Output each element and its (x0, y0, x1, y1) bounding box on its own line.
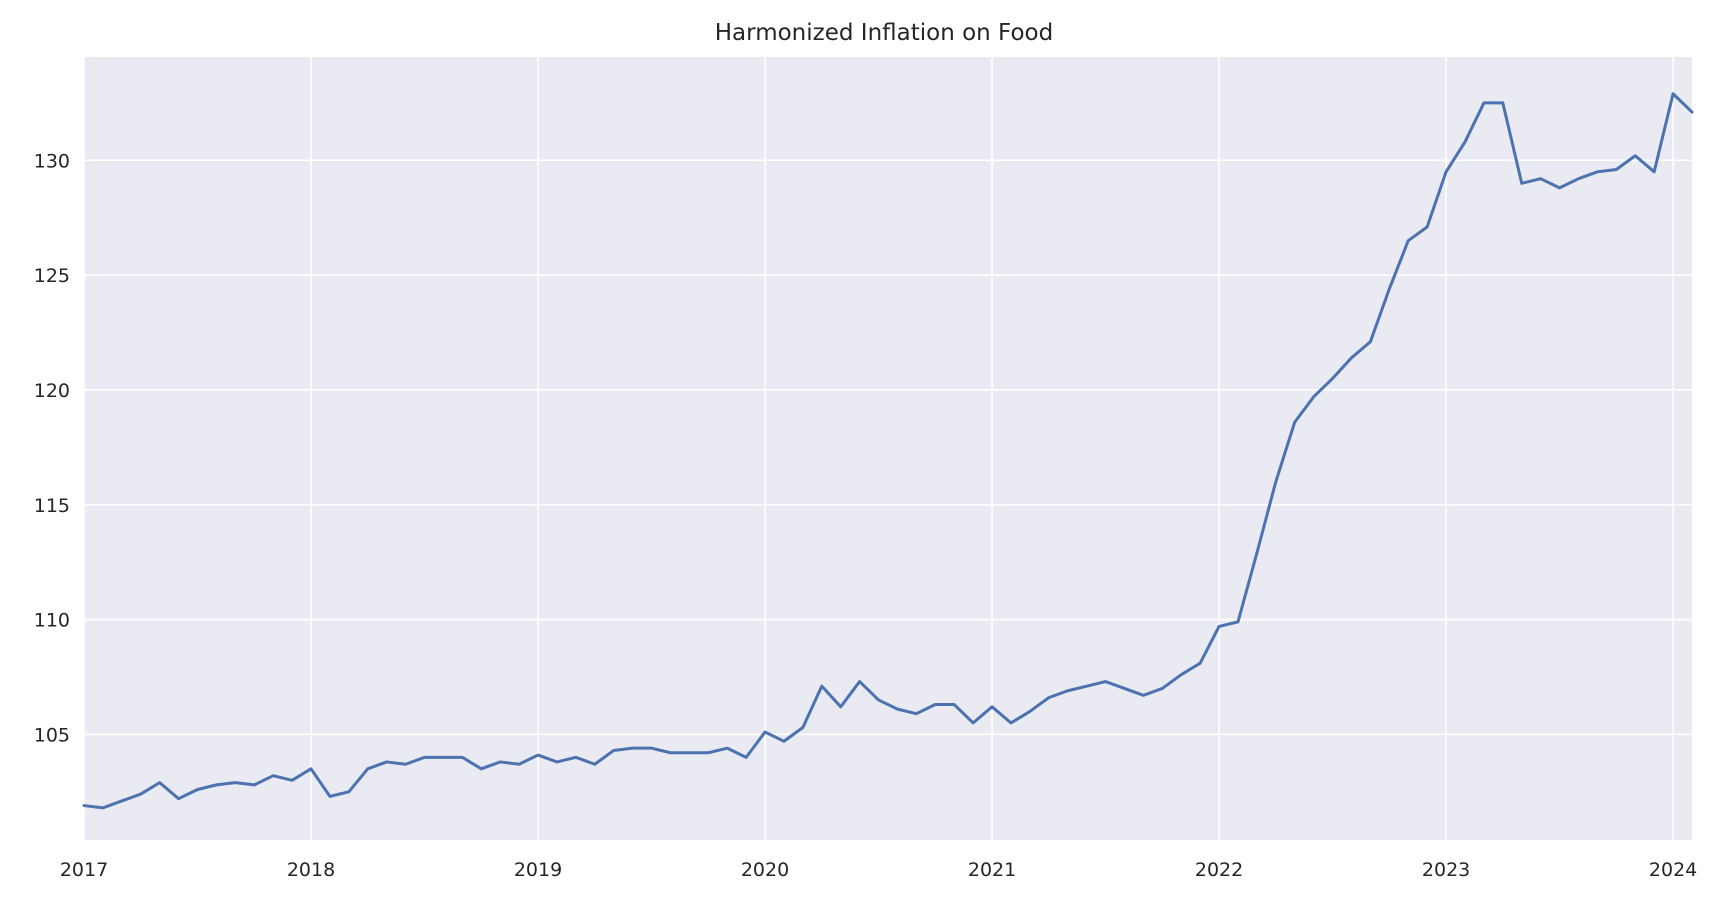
x-tick-label: 2024 (1649, 859, 1697, 881)
x-tick-label: 2017 (60, 859, 108, 881)
y-axis: 105 110 115 120 125 130 (34, 150, 70, 746)
x-axis: 2017 2018 2019 2020 2021 2022 2023 2024 (60, 859, 1697, 881)
x-tick-label: 2018 (287, 859, 335, 881)
y-tick-label: 115 (34, 495, 70, 517)
x-tick-label: 2022 (1195, 859, 1243, 881)
grid-lines (83, 57, 1692, 840)
plot-area (84, 57, 1692, 840)
y-tick-label: 105 (34, 724, 70, 746)
x-tick-label: 2020 (741, 859, 789, 881)
y-tick-label: 125 (34, 265, 70, 287)
y-tick-label: 130 (34, 150, 70, 172)
chart-title: Harmonized Inflation on Food (715, 20, 1053, 46)
x-tick-label: 2019 (514, 859, 562, 881)
y-tick-label: 120 (34, 380, 70, 402)
x-tick-label: 2021 (968, 859, 1016, 881)
series-layer (82, 92, 1694, 810)
y-tick-label: 110 (34, 610, 70, 632)
series-line (82, 92, 1694, 810)
x-tick-label: 2023 (1422, 859, 1470, 881)
